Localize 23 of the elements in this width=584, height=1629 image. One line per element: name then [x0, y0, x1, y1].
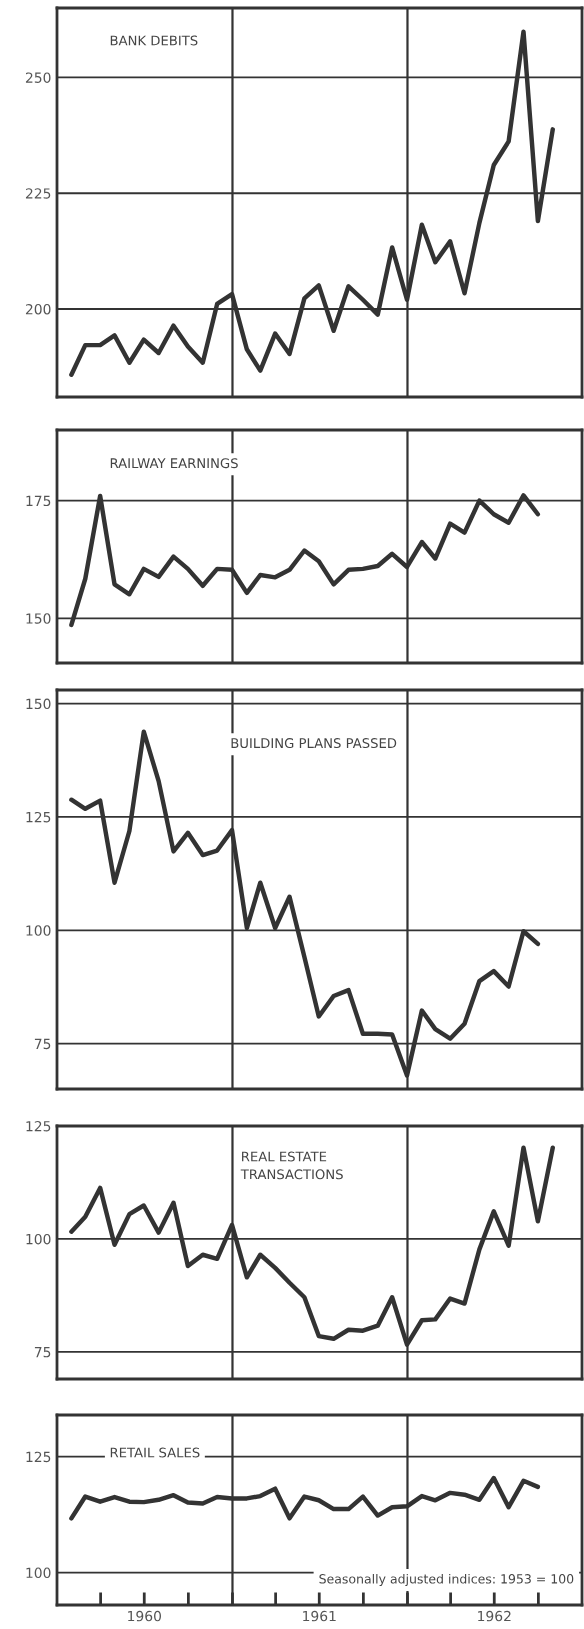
y-tick-label: 75: [34, 1347, 51, 1358]
y-tick-label: 100: [26, 1233, 51, 1245]
y-tick-label: 225: [25, 188, 51, 199]
x-tick-label: 1962: [478, 1610, 511, 1622]
text: BUILDING PLANS PASSED: [231, 738, 397, 749]
annotation: Seasonally adjusted indices: 1953 = 100: [319, 1573, 574, 1586]
y-tick-label: 125: [26, 811, 51, 823]
y-tick-label: 75: [34, 1038, 51, 1050]
y-tick-label: 125: [26, 1120, 51, 1132]
y-tick-label: 175: [26, 495, 51, 507]
text: REAL ESTATE TRANSACTIONS: [240, 1151, 343, 1180]
text: BANK DEBITS: [110, 35, 198, 46]
text: RAILWAY EARNINGS: [110, 458, 238, 469]
y-tick-label: 150: [26, 613, 51, 624]
x-tick-label: 1961: [303, 1610, 336, 1622]
y-tick-label: 125: [26, 1451, 51, 1463]
y-tick-label: 200: [25, 303, 51, 315]
text: RETAIL SALES: [110, 1447, 200, 1458]
y-tick-label: 250: [25, 72, 51, 83]
y-tick-label: 150: [26, 698, 51, 710]
y-tick-label: 100: [26, 925, 51, 936]
x-tick-label: 1960: [128, 1610, 162, 1622]
y-tick-label: 100: [26, 1567, 51, 1579]
